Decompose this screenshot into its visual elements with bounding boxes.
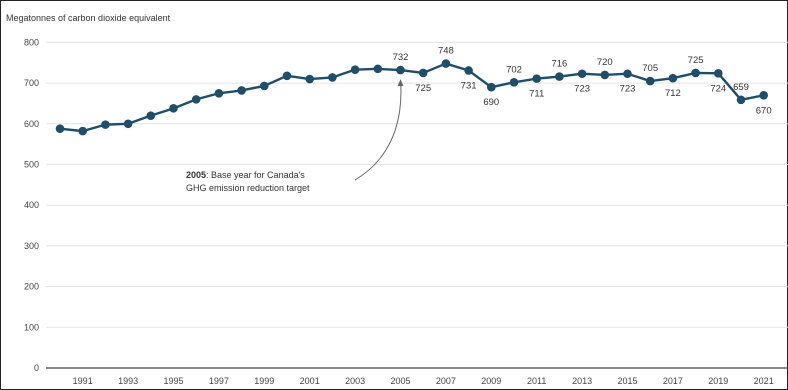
x-tick-label: 1993 xyxy=(118,376,138,386)
data-label: 716 xyxy=(551,59,567,70)
data-label: 725 xyxy=(415,83,431,94)
data-point xyxy=(487,82,496,92)
data-label: 705 xyxy=(642,63,658,74)
data-point xyxy=(759,91,768,100)
data-point xyxy=(146,111,156,120)
annotation-line-1: 2005: Base year for Canada's xyxy=(186,170,305,180)
data-label: 659 xyxy=(733,82,749,93)
x-tick-label: 2017 xyxy=(663,376,683,386)
data-point xyxy=(691,68,700,78)
data-point xyxy=(464,66,473,75)
data-point xyxy=(532,74,541,83)
data-point xyxy=(373,64,383,74)
data-label: 670 xyxy=(756,105,772,116)
data-label: 702 xyxy=(506,64,522,75)
data-point xyxy=(55,124,65,133)
data-point xyxy=(328,73,337,82)
x-tick-label: 2011 xyxy=(527,376,546,386)
data-label: 725 xyxy=(688,55,704,66)
data-point xyxy=(418,68,428,78)
x-tick-label: 1999 xyxy=(254,376,274,386)
x-tick-label: 2001 xyxy=(300,376,320,386)
data-point xyxy=(282,71,292,81)
x-tick-label: 2015 xyxy=(617,376,637,386)
y-tick-label: 100 xyxy=(24,322,39,332)
data-point xyxy=(123,119,133,129)
data-label: 723 xyxy=(620,84,636,95)
y-tick-label: 0 xyxy=(34,363,39,373)
data-label: 720 xyxy=(597,57,613,68)
data-point xyxy=(509,77,519,87)
data-point xyxy=(237,86,246,95)
data-label: 731 xyxy=(461,80,477,91)
x-tick-label: 2005 xyxy=(390,376,410,386)
data-point xyxy=(305,74,315,84)
y-tick-label: 300 xyxy=(24,241,39,251)
x-tick-label: 2019 xyxy=(708,376,728,386)
annotation-arrowhead xyxy=(397,79,404,87)
y-tick-label: 700 xyxy=(24,78,39,88)
y-axis-title: Megatonnes of carbon dioxide equivalent xyxy=(6,13,171,23)
data-point xyxy=(101,120,110,129)
annotation-year: 2005 xyxy=(186,170,206,180)
data-point xyxy=(623,69,632,79)
data-label: 723 xyxy=(574,84,590,95)
data-point xyxy=(78,126,87,136)
data-point xyxy=(645,76,655,86)
annotation-line-2: GHG emission reduction target xyxy=(186,183,310,193)
series-line xyxy=(59,62,764,133)
data-point xyxy=(191,95,201,104)
x-tick-label: 1995 xyxy=(163,376,183,386)
annotation-arrow xyxy=(354,80,402,181)
data-point xyxy=(668,73,678,83)
data-point xyxy=(350,65,360,74)
x-tick-label: 2021 xyxy=(754,376,774,386)
y-tick-label: 400 xyxy=(24,200,39,210)
x-tick-label: 2013 xyxy=(572,376,592,386)
data-label: 711 xyxy=(529,89,544,100)
y-tick-label: 600 xyxy=(24,119,39,129)
x-tick-label: 2009 xyxy=(481,376,501,386)
data-point xyxy=(441,59,451,68)
annotation-text: : Base year for Canada's xyxy=(206,170,305,180)
x-tick-label: 1991 xyxy=(73,376,93,386)
data-point xyxy=(169,104,178,113)
y-tick-label: 800 xyxy=(24,37,39,47)
data-point xyxy=(260,81,269,91)
data-point xyxy=(714,69,723,78)
data-label: 724 xyxy=(710,83,726,94)
y-tick-label: 500 xyxy=(24,160,39,170)
data-point xyxy=(577,69,587,79)
data-point xyxy=(600,70,610,80)
x-tick-label: 1997 xyxy=(209,376,229,386)
data-point xyxy=(396,65,405,75)
x-tick-label: 2003 xyxy=(345,376,365,386)
data-label: 690 xyxy=(483,97,499,108)
data-point xyxy=(555,72,564,81)
data-label: 748 xyxy=(438,46,454,57)
data-label: 732 xyxy=(393,52,409,63)
data-label: 712 xyxy=(665,88,681,99)
data-point xyxy=(736,95,746,105)
data-point xyxy=(214,88,224,98)
x-tick-label: 2007 xyxy=(436,376,456,386)
y-tick-label: 200 xyxy=(24,282,39,292)
